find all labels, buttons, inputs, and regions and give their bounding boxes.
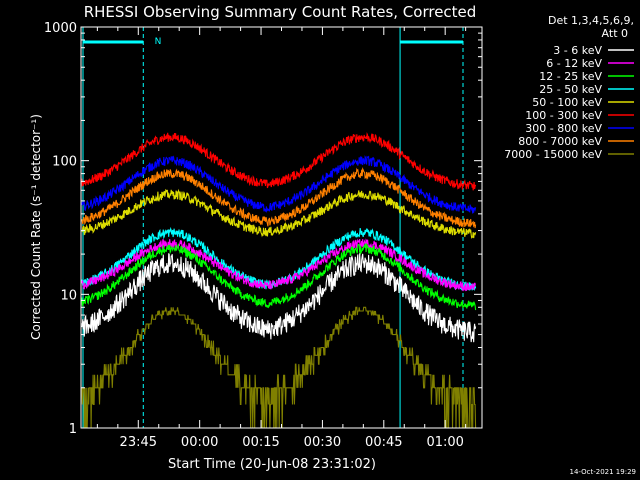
- legend-label-300-800-kev: 300 - 800 keV: [525, 122, 602, 135]
- series-line-6-12-kev: [81, 238, 477, 292]
- series-line-800-7000-kev: [81, 166, 477, 229]
- legend-label-100-300-kev: 100 - 300 keV: [525, 109, 602, 122]
- series-line-25-50-kev: [81, 226, 477, 292]
- legend-label-6-12-kev: 6 - 12 keV: [546, 57, 602, 70]
- y-axis-label: Corrected Count Rate (s⁻¹ detector⁻¹): [29, 114, 43, 340]
- series-line-7000-15000-kev: [81, 306, 477, 429]
- series-line-300-800-kev: [81, 155, 477, 214]
- chart-title: RHESSI Observing Summary Count Rates, Co…: [84, 3, 477, 21]
- legend-label-25-50-kev: 25 - 50 keV: [539, 83, 602, 96]
- timestamp-label: 14-Oct-2021 19:29: [570, 468, 636, 476]
- detector-label: Det 1,3,4,5,6,9,: [548, 14, 634, 27]
- x-tick-label: 00:45: [365, 435, 402, 450]
- series-line-50-100-kev: [81, 188, 477, 239]
- x-tick-label: 00:15: [242, 435, 279, 450]
- legend-label-800-7000-kev: 800 - 7000 keV: [518, 135, 602, 148]
- y-tick-label: 1: [69, 422, 77, 437]
- x-tick-label: 23:45: [120, 435, 157, 450]
- axis-ticks: 1 10 100 1000 23:45 00:00 00:15 00:30 00:45 01:00: [44, 21, 482, 450]
- attenuator-label: Att 0: [602, 27, 628, 40]
- y-tick-label: 100: [52, 155, 77, 170]
- y-tick-label: 1000: [44, 21, 77, 36]
- night-marker: N: [155, 37, 162, 47]
- x-tick-label: 00:30: [304, 435, 341, 450]
- series-line-100-300-kev: [81, 132, 477, 191]
- x-tick-label: 01:00: [426, 435, 463, 450]
- x-tick-label: 00:00: [181, 435, 218, 450]
- plot-area: [81, 27, 477, 429]
- legend-label-7000-15000-kev: 7000 - 15000 keV: [504, 148, 602, 161]
- legend-label-12-25-kev: 12 - 25 keV: [539, 70, 602, 83]
- legend-label-3-6-kev: 3 - 6 keV: [553, 44, 602, 57]
- series-line-3-6-kev: [81, 252, 477, 343]
- x-axis-label: Start Time (20-Jun-08 23:31:02): [168, 457, 376, 472]
- series-line-12-25-kev: [81, 242, 477, 311]
- legend-label-50-100-kev: 50 - 100 keV: [532, 96, 602, 109]
- y-tick-label: 10: [60, 288, 77, 303]
